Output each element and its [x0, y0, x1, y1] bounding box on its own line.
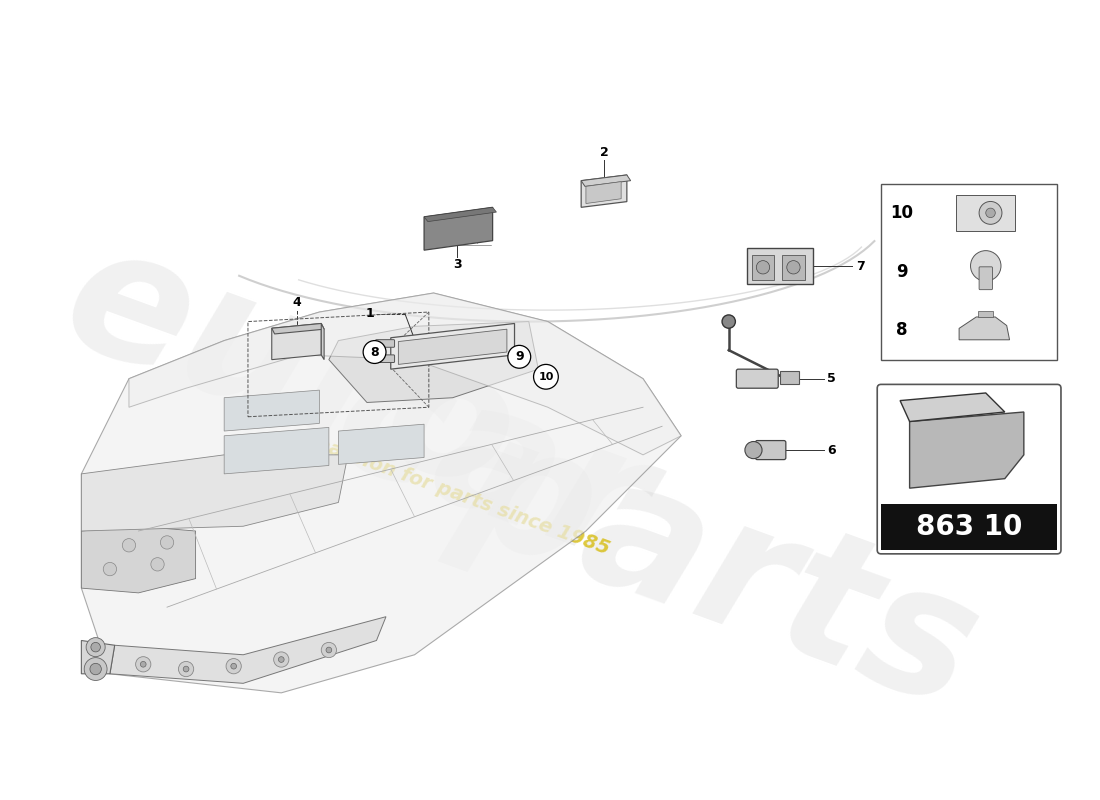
FancyBboxPatch shape: [780, 371, 800, 384]
Polygon shape: [110, 617, 386, 683]
Circle shape: [141, 662, 146, 667]
Text: 9: 9: [515, 350, 524, 363]
Text: a passion for parts since 1985: a passion for parts since 1985: [294, 427, 612, 558]
Polygon shape: [959, 317, 1010, 340]
FancyBboxPatch shape: [375, 340, 395, 347]
Text: 10: 10: [538, 372, 553, 382]
Text: 7: 7: [856, 260, 865, 273]
Text: 4: 4: [293, 296, 301, 309]
FancyBboxPatch shape: [751, 255, 774, 280]
Polygon shape: [900, 393, 1004, 422]
Polygon shape: [425, 207, 496, 222]
Circle shape: [184, 666, 189, 672]
Bar: [881, 183, 1057, 360]
Circle shape: [326, 647, 332, 653]
Circle shape: [85, 658, 107, 681]
Text: 863 10: 863 10: [916, 513, 1022, 541]
Polygon shape: [390, 323, 515, 369]
Polygon shape: [81, 526, 196, 593]
Circle shape: [278, 657, 284, 662]
Text: 3: 3: [453, 258, 462, 271]
Text: 1: 1: [365, 307, 374, 321]
Text: 9: 9: [896, 262, 907, 281]
Circle shape: [227, 658, 241, 674]
Polygon shape: [910, 412, 1024, 488]
Circle shape: [979, 202, 1002, 224]
Circle shape: [534, 365, 559, 389]
Text: 8: 8: [896, 322, 907, 339]
Polygon shape: [321, 323, 324, 360]
Polygon shape: [272, 323, 324, 334]
Circle shape: [745, 442, 762, 458]
Text: euro: euro: [43, 207, 539, 531]
Circle shape: [86, 638, 106, 657]
Polygon shape: [81, 455, 348, 531]
Polygon shape: [272, 323, 321, 360]
Circle shape: [122, 538, 135, 552]
Polygon shape: [129, 293, 681, 455]
FancyBboxPatch shape: [978, 311, 993, 317]
Polygon shape: [398, 329, 507, 365]
Text: car: car: [311, 327, 670, 602]
Circle shape: [970, 250, 1001, 281]
Text: 6: 6: [827, 443, 836, 457]
Bar: [881, 504, 1057, 550]
FancyBboxPatch shape: [747, 248, 813, 285]
Text: 2: 2: [600, 146, 608, 158]
FancyBboxPatch shape: [375, 355, 395, 362]
Circle shape: [274, 652, 289, 667]
Circle shape: [786, 261, 800, 274]
Circle shape: [103, 562, 117, 576]
Polygon shape: [425, 207, 493, 250]
Circle shape: [231, 663, 236, 669]
FancyBboxPatch shape: [877, 384, 1062, 554]
Circle shape: [90, 663, 101, 674]
Polygon shape: [224, 427, 329, 474]
FancyBboxPatch shape: [956, 194, 1015, 231]
Circle shape: [161, 536, 174, 549]
Polygon shape: [581, 175, 627, 207]
Polygon shape: [339, 424, 425, 464]
Circle shape: [757, 261, 770, 274]
Polygon shape: [224, 390, 319, 431]
Text: 5: 5: [827, 372, 836, 385]
Polygon shape: [81, 641, 114, 674]
Polygon shape: [329, 322, 538, 402]
Circle shape: [508, 346, 530, 368]
FancyBboxPatch shape: [979, 267, 992, 290]
Circle shape: [151, 558, 164, 571]
FancyBboxPatch shape: [782, 255, 805, 280]
Polygon shape: [586, 182, 622, 203]
Circle shape: [986, 208, 996, 218]
Polygon shape: [581, 175, 630, 186]
Text: 8: 8: [371, 346, 378, 358]
Circle shape: [363, 341, 386, 363]
Circle shape: [178, 662, 194, 677]
Text: 10: 10: [891, 204, 913, 222]
Circle shape: [321, 642, 337, 658]
Text: parts: parts: [439, 395, 1000, 743]
Circle shape: [91, 642, 100, 652]
Polygon shape: [81, 293, 681, 693]
Circle shape: [135, 657, 151, 672]
FancyBboxPatch shape: [756, 441, 785, 460]
Circle shape: [722, 315, 736, 328]
FancyBboxPatch shape: [736, 369, 778, 388]
